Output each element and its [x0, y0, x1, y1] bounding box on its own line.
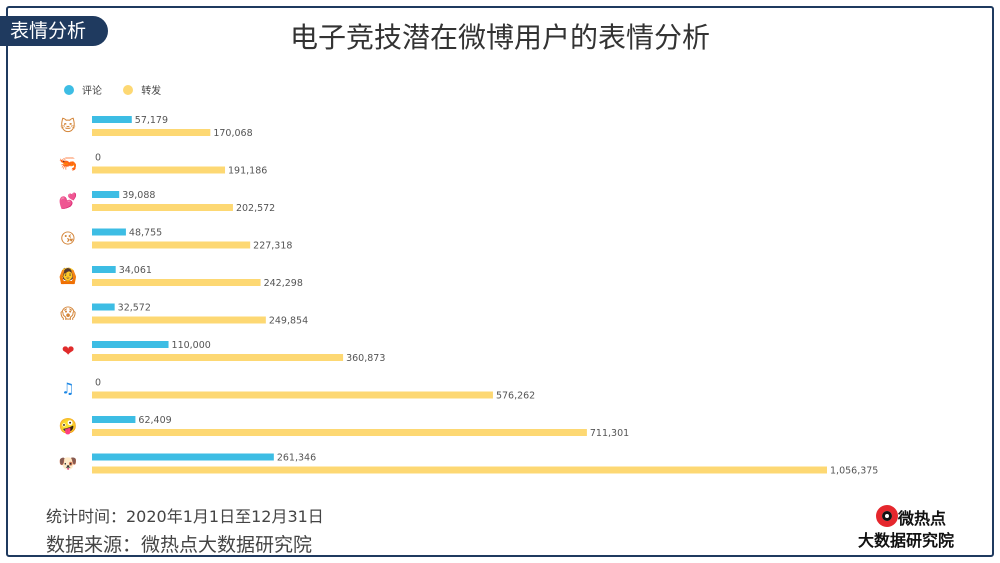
- data-label-reposts-doll-face: 711,301: [590, 428, 629, 439]
- chart-title: 电子竞技潜在微博用户的表情分析: [289, 21, 710, 54]
- data-label-reposts-dancing-figure: 242,298: [264, 278, 303, 289]
- data-label-comments-kiss-face: 48,755: [129, 228, 162, 239]
- data-label-reposts-shrimp: 191,186: [228, 166, 267, 177]
- data-label-reposts-doge-face: 1,056,375: [830, 466, 878, 477]
- data-label-comments-shrimp: 0: [95, 153, 101, 164]
- bar-comments-kiss-face: [92, 228, 126, 236]
- bar-comments-cat-face: [92, 116, 132, 123]
- bar-reposts-doll-face: [92, 429, 587, 436]
- red-heart-icon: ❤: [62, 342, 75, 360]
- bar-comments-hearts: [92, 191, 120, 198]
- chart-legend: 评论 转发: [64, 82, 179, 98]
- bar-reposts-red-heart: [92, 354, 344, 361]
- bar-reposts-shrimp: [92, 166, 226, 174]
- data-label-reposts-red-heart: 360,873: [346, 353, 385, 364]
- legend-swatch-comments: [64, 84, 74, 95]
- dancing-figure-icon: 🙆: [59, 267, 78, 285]
- bar-reposts-doge-face: [92, 466, 827, 474]
- data-label-reposts-shocked-face: 249,854: [269, 316, 308, 327]
- bar-comments-shocked-face: [92, 303, 115, 311]
- data-label-comments-shocked-face: 32,572: [118, 303, 151, 314]
- legend-label-reposts: 转发: [141, 86, 162, 97]
- bar-reposts-kiss-face: [92, 241, 251, 249]
- data-label-comments-red-heart: 110,000: [172, 340, 211, 351]
- legend-label-comments: 评论: [82, 86, 102, 97]
- bar-comments-doll-face: [92, 416, 136, 423]
- data-label-comments-doll-face: 62,409: [138, 415, 171, 426]
- bar-comments-dancing-figure: [92, 266, 116, 273]
- bar-comments-red-heart: [92, 341, 169, 348]
- logo-line2: 大数据研究院: [858, 531, 955, 550]
- kiss-face-icon: 😘: [60, 230, 76, 248]
- legend-item-reposts: 转发: [123, 82, 161, 97]
- bar-reposts-shocked-face: [92, 316, 266, 324]
- hearts-icon: 💕: [59, 192, 78, 210]
- stat-period: 统计时间：2020年1月1日至12月31日: [46, 507, 324, 526]
- legend-swatch-reposts: [123, 84, 134, 95]
- cat-face-icon: 🐱: [60, 117, 76, 135]
- doll-face-icon: 🤪: [59, 417, 78, 435]
- legend-item-comments: 评论: [64, 82, 102, 97]
- weiredian-logo: 微热点 大数据研究院: [858, 505, 968, 550]
- data-label-reposts-music-note: 576,262: [496, 391, 535, 402]
- data-source: 数据来源：微热点大数据研究院: [46, 534, 313, 556]
- bar-reposts-music-note: [92, 391, 493, 399]
- weibo-eye-icon: [876, 505, 898, 527]
- data-label-comments-cat-face: 57,179: [135, 115, 168, 126]
- bar-reposts-dancing-figure: [92, 279, 261, 286]
- section-tag: 表情分析: [0, 16, 108, 46]
- data-label-comments-dancing-figure: 34,061: [119, 265, 152, 276]
- data-label-comments-hearts: 39,088: [122, 190, 155, 201]
- music-note-icon: ♫: [61, 380, 74, 398]
- data-label-comments-music-note: 0: [95, 378, 101, 389]
- slide-frame: [6, 6, 994, 557]
- bar-comments-doge-face: [92, 453, 274, 461]
- shocked-face-icon: 😱: [60, 305, 76, 323]
- data-label-comments-doge-face: 261,346: [277, 453, 316, 464]
- shrimp-icon: 🦐: [59, 155, 78, 173]
- logo-line1: 微热点: [898, 509, 947, 528]
- data-label-reposts-cat-face: 170,068: [213, 128, 252, 139]
- doge-face-icon: 🐶: [59, 455, 78, 473]
- data-label-reposts-kiss-face: 227,318: [253, 241, 292, 252]
- data-label-reposts-hearts: 202,572: [236, 203, 275, 214]
- bar-reposts-hearts: [92, 204, 233, 211]
- bar-reposts-cat-face: [92, 129, 211, 136]
